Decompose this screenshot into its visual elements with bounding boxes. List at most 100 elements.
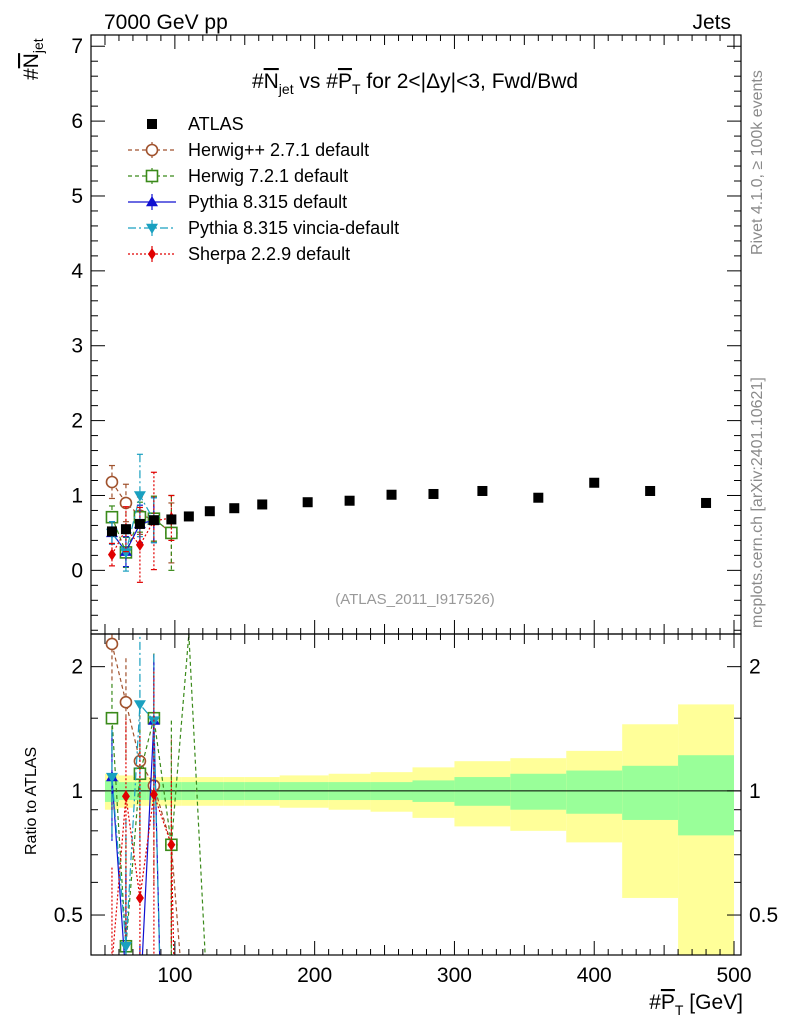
- ratio-y-tick-label-right: 2: [749, 656, 761, 679]
- y-tick-label: 4: [71, 260, 83, 283]
- legend-marker: [148, 248, 156, 260]
- rivet-label: Rivet 4.1.0, ≥ 100k events: [749, 70, 766, 255]
- ratio-y-label: Ratio to ATLAS: [23, 747, 40, 855]
- main-panel: 0 1 2 3 4 5 6 7: [71, 34, 742, 635]
- y-tick-label: 5: [71, 185, 83, 208]
- ratio-series: [105, 634, 206, 1011]
- legend-marker: [146, 223, 158, 234]
- y-tick-label: 2: [71, 410, 83, 433]
- y-tick-label: 0: [71, 559, 83, 582]
- mcplots-label: mcplots.cern.ch [arXiv:2401.10621]: [749, 377, 766, 628]
- ratio-point: [133, 700, 146, 711]
- x-tick-label: 300: [437, 964, 472, 987]
- legend-label: ATLAS: [188, 114, 244, 134]
- y-tick-label: 3: [71, 335, 83, 358]
- legend-item: Sherpa 2.2.9 default: [128, 244, 350, 264]
- ratio-frame: [90, 633, 742, 956]
- data-point: [302, 497, 313, 508]
- y-tick-label: 1: [71, 484, 83, 507]
- legend-item: Herwig 7.2.1 default: [128, 166, 348, 186]
- legend-item: ATLAS: [147, 114, 244, 134]
- series-point: [105, 510, 119, 524]
- ratio-point: [149, 788, 158, 801]
- ratio-point: [108, 958, 116, 970]
- data-point: [106, 526, 117, 537]
- x-axis-label: #PT [GeV]: [649, 991, 743, 1018]
- x-tick-label: 400: [577, 964, 612, 987]
- ratio-y-tick-label-right: 1: [749, 780, 761, 803]
- ratio-point: [105, 711, 119, 725]
- data-point: [589, 477, 600, 488]
- legend-item: Pythia 8.315 default: [128, 192, 347, 212]
- ratio-point: [120, 973, 132, 983]
- ratio-line: [111, 643, 181, 955]
- series-point: [119, 548, 132, 559]
- data-point: [477, 485, 488, 496]
- legend-item: Pythia 8.315 vincia-default: [128, 218, 399, 238]
- data-point: [120, 524, 131, 535]
- band-inner: [510, 773, 567, 810]
- band-inner: [454, 777, 511, 806]
- x-tick-label: 200: [297, 964, 332, 987]
- data-point: [428, 488, 439, 499]
- y-tick-label: 7: [71, 35, 83, 58]
- ratio-y-tick-label: 2: [71, 656, 83, 679]
- ratio-y-tick-label: 1: [71, 780, 83, 803]
- series-point: [135, 538, 144, 551]
- legend-marker: [145, 169, 159, 183]
- ratio-panel: 100 200 300 400 500 0.5 0.5 1 1 2 2: [54, 633, 778, 1011]
- legend-label: Pythia 8.315 default: [188, 192, 347, 212]
- legend-label: Herwig 7.2.1 default: [188, 166, 348, 186]
- x-tick-label: 100: [157, 964, 192, 987]
- data-series: [106, 477, 712, 537]
- svg-text:#Njet: #Njet: [20, 38, 46, 80]
- ratio-point: [134, 1001, 146, 1011]
- legend-marker: [147, 119, 157, 129]
- data-point: [645, 485, 656, 496]
- chart-title: #Njet vs #PT for 2<|Δy|<3, Fwd/Bwd: [252, 70, 578, 97]
- legend-label: Herwig++ 2.7.1 default: [188, 140, 369, 160]
- legend-marker: [146, 196, 158, 207]
- mc-series: [105, 453, 178, 583]
- data-point: [386, 489, 397, 500]
- ratio-line: [112, 794, 175, 955]
- y-tick-label: 6: [71, 110, 83, 133]
- legend: ATLAS Herwig++ 2.7.1 default Herwig 7.2.1 …: [128, 114, 399, 264]
- series-point: [105, 475, 119, 489]
- band-inner: [678, 755, 735, 836]
- ratio-point: [119, 942, 132, 953]
- ratio-band: [104, 704, 735, 955]
- ratio-point: [119, 695, 133, 709]
- ratio-point: [105, 772, 118, 784]
- ratio-y-tick-label-right: 0.5: [749, 904, 778, 927]
- ratio-point: [135, 891, 144, 904]
- data-point: [166, 514, 177, 525]
- band-inner: [622, 765, 679, 820]
- y-axis-label: #Njet: [20, 38, 46, 80]
- series-point: [107, 548, 116, 561]
- ratio-point: [167, 838, 176, 851]
- data-point: [148, 515, 159, 526]
- data-point: [344, 495, 355, 506]
- legend-label: Sherpa 2.2.9 default: [188, 244, 350, 264]
- ratio-y-tick-label: 0.5: [54, 904, 83, 927]
- legend-label: Pythia 8.315 vincia-default: [188, 218, 399, 238]
- data-point: [229, 503, 240, 514]
- data-point: [257, 499, 268, 510]
- x-tick-label: 500: [716, 964, 751, 987]
- analysis-watermark: (ATLAS_2011_I917526): [335, 591, 495, 608]
- band-inner: [566, 770, 623, 814]
- ratio-point: [105, 637, 119, 651]
- series-point: [133, 491, 146, 502]
- data-point: [183, 511, 194, 522]
- header-left: 7000 GeV pp: [104, 11, 228, 34]
- data-point: [701, 497, 712, 508]
- data-point: [533, 492, 544, 503]
- ratio-point: [121, 790, 130, 803]
- legend-item: Herwig++ 2.7.1 default: [128, 140, 369, 160]
- data-point: [204, 506, 215, 517]
- data-point: [134, 518, 145, 529]
- header-right: Jets: [692, 11, 731, 34]
- legend-marker: [145, 143, 159, 157]
